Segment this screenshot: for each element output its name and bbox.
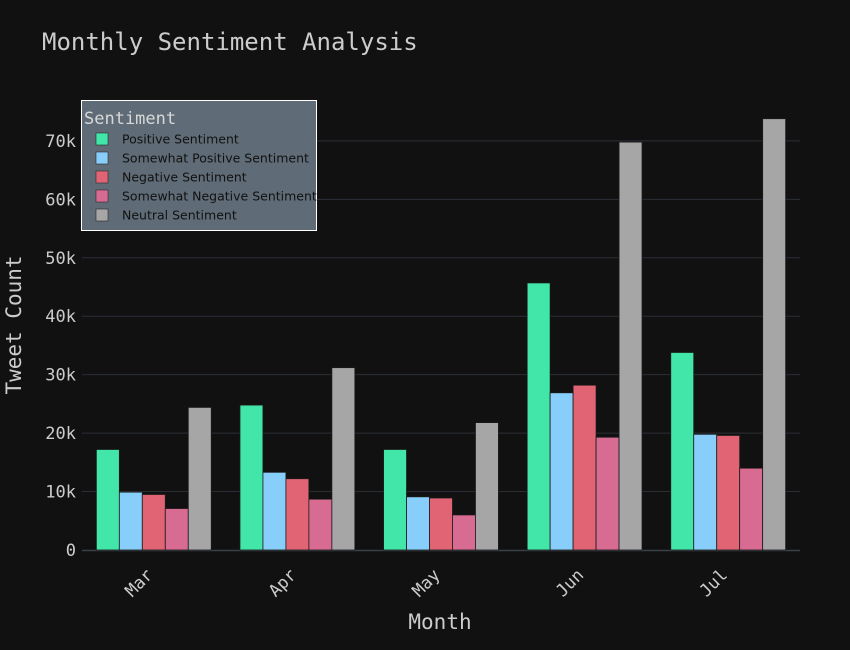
y-tick-label: 0 xyxy=(66,541,76,561)
legend-items[interactable]: Positive Sentiment Somewhat Positive Sent… xyxy=(95,132,317,223)
bar-neutral-sentiment-apr[interactable] xyxy=(331,367,356,551)
chart-title: Monthly Sentiment Analysis xyxy=(42,28,418,56)
y-axis-label: Tweet Count xyxy=(2,255,26,394)
legend-title: Sentiment xyxy=(84,109,176,129)
bar-neutral-sentiment-may[interactable] xyxy=(475,422,499,551)
legend[interactable]: Sentiment Positive Sentiment Somewhat Pos… xyxy=(81,100,317,231)
x-tick-label: May xyxy=(409,565,445,601)
bar-somewhat-positive-sentiment-jul[interactable] xyxy=(693,433,718,551)
y-tick-label: 10k xyxy=(45,483,76,503)
y-tick-label: 30k xyxy=(45,366,76,386)
bar-neutral-sentiment-jun[interactable] xyxy=(618,141,643,551)
y-axis-ticks: 0 10k 20k 30k 40k 50k 60k 70k xyxy=(45,132,76,561)
legend-swatch xyxy=(95,132,109,146)
bar-positive-sentiment-mar[interactable] xyxy=(95,449,120,551)
x-axis-label: Month xyxy=(408,610,471,634)
y-tick-label: 50k xyxy=(45,249,76,269)
y-tick-label: 70k xyxy=(45,132,76,152)
bar-somewhat-positive-sentiment-may[interactable] xyxy=(406,496,430,551)
bar-somewhat-negative-sentiment-may[interactable] xyxy=(452,514,476,551)
x-tick-label: Jul xyxy=(696,565,732,601)
legend-label: Positive Sentiment xyxy=(122,132,239,147)
x-tick-label: Jun xyxy=(552,565,588,601)
bar-negative-sentiment-jul[interactable] xyxy=(716,435,741,551)
legend-item-somewhat-positive-sentiment[interactable]: Somewhat Positive Sentiment xyxy=(95,151,309,166)
bar-negative-sentiment-may[interactable] xyxy=(429,497,453,551)
legend-item-somewhat-negative-sentiment[interactable]: Somewhat Negative Sentiment xyxy=(95,189,317,204)
legend-item-neutral-sentiment[interactable]: Neutral Sentiment xyxy=(95,208,237,223)
legend-item-negative-sentiment[interactable]: Negative Sentiment xyxy=(95,170,247,185)
x-tick-label: Apr xyxy=(265,565,301,601)
bar-somewhat-negative-sentiment-apr[interactable] xyxy=(308,498,333,551)
legend-label: Somewhat Positive Sentiment xyxy=(122,151,309,166)
bar-negative-sentiment-apr[interactable] xyxy=(285,478,310,551)
bar-negative-sentiment-jun[interactable] xyxy=(572,384,597,551)
y-tick-label: 20k xyxy=(45,424,76,444)
legend-box xyxy=(81,100,317,231)
bar-neutral-sentiment-mar[interactable] xyxy=(187,407,212,551)
legend-swatch xyxy=(95,189,109,203)
legend-swatch xyxy=(95,170,109,184)
bar-positive-sentiment-apr[interactable] xyxy=(239,404,264,551)
bar-somewhat-positive-sentiment-mar[interactable] xyxy=(118,491,143,551)
bar-neutral-sentiment-jul[interactable] xyxy=(762,118,787,551)
y-tick-label: 40k xyxy=(45,307,76,327)
y-tick-label: 60k xyxy=(45,190,76,210)
legend-swatch xyxy=(95,151,109,165)
bar-somewhat-negative-sentiment-jul[interactable] xyxy=(739,467,764,551)
legend-swatch xyxy=(95,208,109,222)
bar-somewhat-negative-sentiment-mar[interactable] xyxy=(164,508,189,551)
bar-positive-sentiment-may[interactable] xyxy=(383,449,407,551)
bar-positive-sentiment-jun[interactable] xyxy=(526,282,551,551)
bar-positive-sentiment-jul[interactable] xyxy=(670,352,695,551)
bar-somewhat-negative-sentiment-jun[interactable] xyxy=(595,436,620,551)
legend-label: Somewhat Negative Sentiment xyxy=(122,189,317,204)
bars xyxy=(95,118,787,551)
legend-label: Negative Sentiment xyxy=(122,170,247,185)
legend-label: Neutral Sentiment xyxy=(122,208,237,223)
legend-item-positive-sentiment[interactable]: Positive Sentiment xyxy=(95,132,239,147)
bar-somewhat-positive-sentiment-jun[interactable] xyxy=(549,392,574,551)
x-tick-label: Mar xyxy=(121,565,157,601)
x-axis-ticks: Mar Apr May Jun Jul xyxy=(121,565,731,601)
bar-somewhat-positive-sentiment-apr[interactable] xyxy=(262,471,287,551)
bar-negative-sentiment-mar[interactable] xyxy=(141,494,166,551)
